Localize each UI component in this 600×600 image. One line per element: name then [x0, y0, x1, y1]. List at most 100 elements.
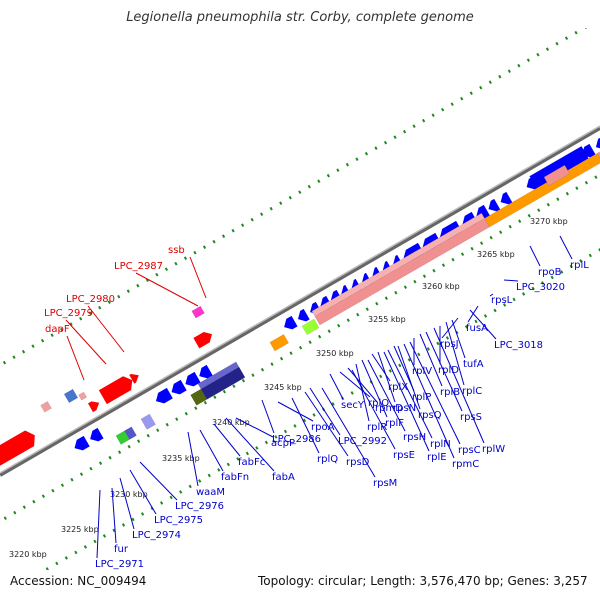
- reverse-cds: [500, 191, 513, 205]
- scale-label: 3225 kbp: [61, 525, 99, 534]
- misc-feature: [140, 413, 156, 430]
- label-leader: [189, 256, 207, 299]
- reverse-gene-label: LPC_3020: [516, 282, 565, 293]
- label-leader: [66, 335, 85, 381]
- forward-gene-label: LPC_2987: [114, 261, 163, 272]
- misc-feature: [124, 426, 137, 440]
- scale-label: 3235 kbp: [162, 454, 200, 463]
- scale-label: 3245 kbp: [264, 383, 302, 392]
- label-leader: [235, 417, 274, 438]
- label-leader: [451, 319, 466, 359]
- reverse-gene-label: rpsM: [373, 478, 397, 489]
- reverse-gene-label: rplD: [438, 365, 459, 376]
- reverse-cds: [171, 379, 187, 395]
- scale-label: 3260 kbp: [422, 282, 460, 291]
- genome-summary: Topology: circular; Length: 3,576,470 bp…: [258, 574, 588, 588]
- label-leader: [387, 349, 433, 439]
- label-leader: [367, 359, 406, 432]
- label-leader: [403, 343, 455, 459]
- forward-cds: [98, 376, 133, 405]
- reverse-gene-label: rpsS: [460, 412, 482, 423]
- label-leader: [355, 363, 370, 422]
- misc-feature: [191, 305, 205, 319]
- label-leader: [559, 235, 573, 260]
- reverse-gene-label: rplQ: [317, 454, 338, 465]
- reverse-gene-label: LPC_2986: [272, 434, 321, 445]
- label-leader: [199, 429, 224, 472]
- reverse-gene-label: fabA: [272, 472, 295, 483]
- label-leader: [445, 321, 465, 386]
- misc-feature: [63, 388, 79, 404]
- label-leader: [529, 245, 541, 267]
- scale-label: 3255 kbp: [368, 315, 406, 324]
- label-leader: [309, 387, 341, 436]
- reverse-gene-label: fabFc: [238, 457, 265, 468]
- reverse-gene-label: rpsJ: [440, 339, 459, 350]
- label-leader: [339, 371, 371, 398]
- label-leader: [361, 359, 388, 418]
- gc-dotted-line: [0, 173, 600, 523]
- reverse-gene-label: secY: [341, 400, 365, 411]
- reverse-gene-label: rpsN: [393, 403, 416, 414]
- reverse-gene-label: fusA: [466, 323, 488, 334]
- misc-feature: [200, 366, 246, 400]
- reverse-gene-label: acpP: [271, 438, 295, 449]
- reverse-gene-label: tufA: [463, 359, 484, 370]
- label-leader: [225, 417, 275, 472]
- reverse-gene-label: rpmD: [375, 403, 403, 414]
- reverse-gene-label: rplO: [368, 398, 389, 409]
- label-leader: [329, 373, 344, 400]
- gc-dotted-line: [42, 248, 600, 570]
- reverse-gene-label: rpoB: [538, 267, 562, 278]
- label-leader: [371, 353, 391, 382]
- reverse-gene-label: rplF: [385, 418, 404, 429]
- label-leader: [467, 305, 479, 323]
- label-leader: [383, 351, 430, 452]
- scale-track: 3220 kbp 3225 kbp 3230 kbp 3235 kbp 3240 kbp…: [9, 217, 568, 559]
- reverse-gene-label: rplX: [388, 382, 408, 393]
- label-leader: [213, 423, 241, 457]
- misc-feature: [197, 361, 240, 390]
- scale-label: 3220 kbp: [9, 550, 47, 559]
- scale-label: 3270 kbp: [530, 217, 568, 226]
- reverse-gene-label: waaM: [196, 487, 225, 498]
- misc-feature: [301, 318, 320, 336]
- reverse-cds: [199, 364, 213, 379]
- reverse-cds: [185, 371, 201, 387]
- reverse-gene-label: rplL: [570, 260, 589, 271]
- label-leader: [469, 309, 497, 340]
- backbone-line: [0, 125, 600, 477]
- reverse-cds: [297, 308, 310, 322]
- reverse-gene-label: fur: [114, 544, 129, 555]
- reverse-cds: [529, 145, 589, 189]
- label-leader: [425, 331, 463, 412]
- reverse-gene-label: rplN: [430, 439, 451, 450]
- scale-label: 3265 kbp: [477, 250, 515, 259]
- forward-gene-label: dapF: [45, 324, 70, 335]
- misc-feature: [78, 391, 88, 401]
- label-leader: [321, 387, 376, 478]
- forward-cds: [129, 373, 139, 384]
- forward-gene-label: LPC_2979: [44, 308, 93, 319]
- reverse-gene-label: LPC_2976: [175, 501, 224, 512]
- reverse-gene-label: rplP: [412, 392, 431, 403]
- label-leader: [277, 401, 314, 422]
- reverse-gene-label: LPC_3018: [494, 340, 543, 351]
- label-leader: [489, 293, 494, 297]
- forward-gene-label: ssb: [168, 245, 185, 256]
- reverse-gene-label: LPC_2971: [95, 559, 144, 570]
- label-leader: [129, 469, 157, 515]
- label-leader: [65, 319, 107, 365]
- gene-labels: dapF LPC_2979 LPC_2980 LPC_2987 ssb LPC_2971 f…: [44, 245, 589, 570]
- label-leader: [377, 351, 396, 403]
- ribosomal-protein-cluster: [314, 217, 490, 326]
- reverse-gene-label: rpmC: [452, 459, 479, 470]
- label-leader: [397, 345, 421, 410]
- label-leader: [409, 341, 461, 445]
- label-leader: [187, 431, 199, 487]
- label-leader: [119, 477, 135, 530]
- accession-label: Accession: NC_009494: [10, 574, 147, 588]
- reverse-cds: [90, 427, 104, 442]
- label-leader: [503, 279, 519, 282]
